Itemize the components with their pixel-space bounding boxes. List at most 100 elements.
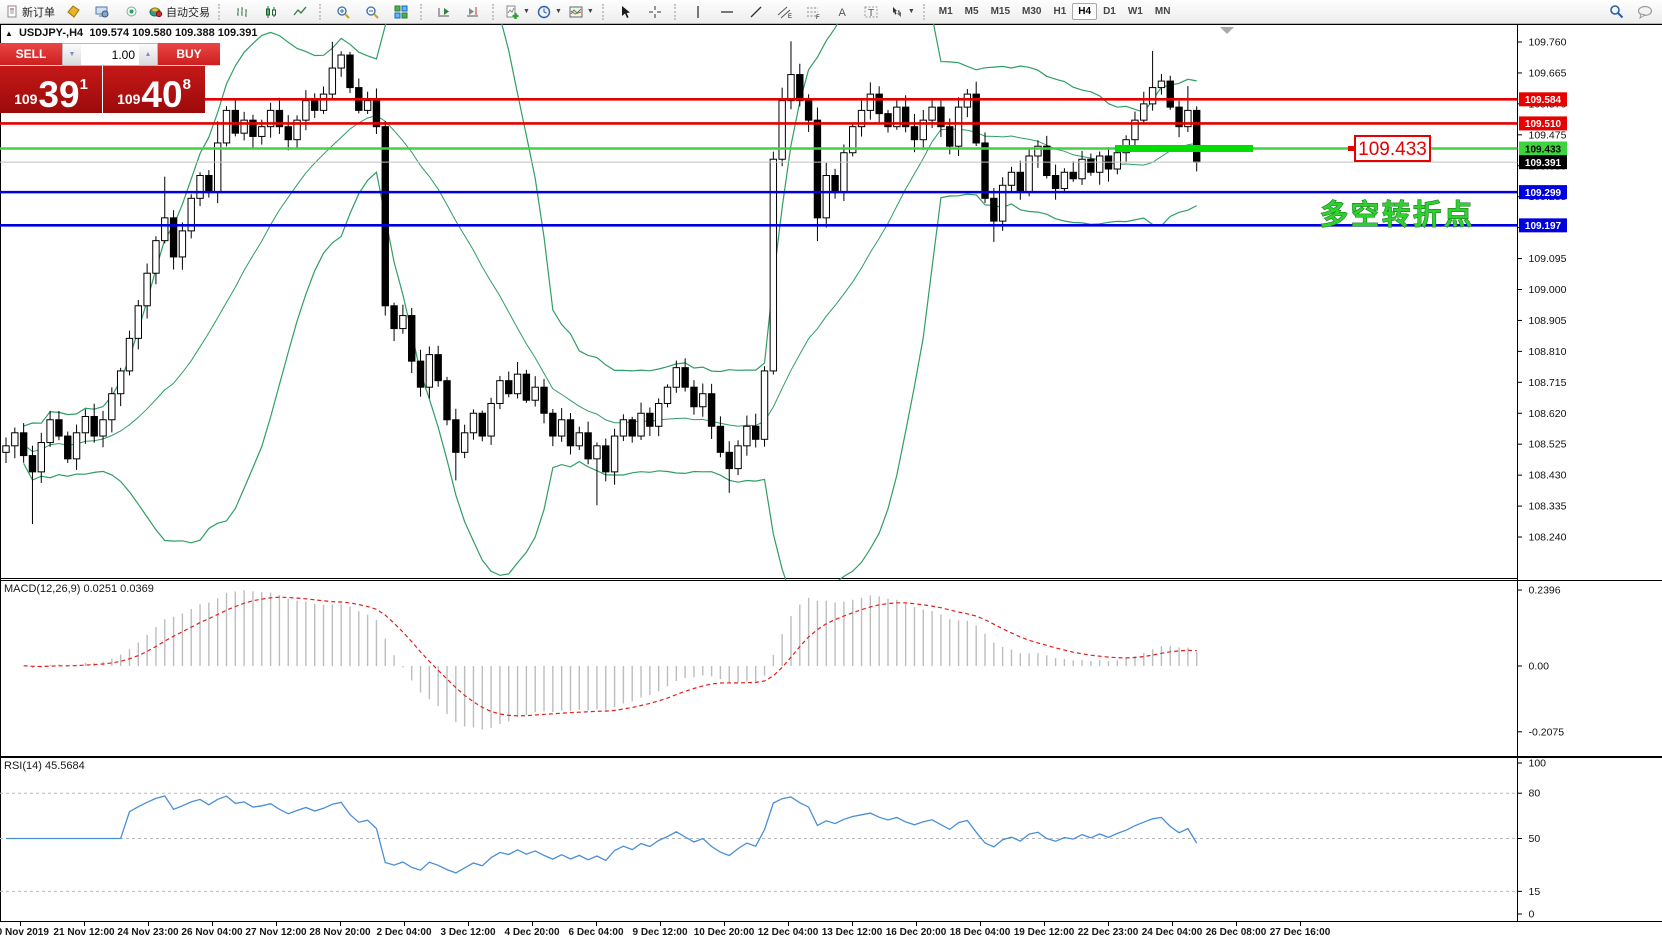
dropdown-caret: ▼ xyxy=(554,8,562,15)
dropdown-caret: ▼ xyxy=(586,8,594,15)
arrows-button[interactable]: ▼ xyxy=(887,2,918,21)
vertical-line-button[interactable] xyxy=(684,2,712,21)
auto-scroll-button[interactable] xyxy=(430,2,458,21)
indicators-button[interactable]: ▼ xyxy=(502,2,533,21)
svg-text:108.620: 108.620 xyxy=(1529,408,1567,420)
svg-text:-0.2075: -0.2075 xyxy=(1529,726,1565,738)
time-label: 19 Dec 12:00 xyxy=(1013,927,1075,938)
timeframe-d1-button[interactable]: D1 xyxy=(1103,6,1116,17)
crosshair-button[interactable] xyxy=(641,2,669,21)
signals-button[interactable] xyxy=(117,2,145,21)
timeframe-m15-button[interactable]: M15 xyxy=(990,6,1011,17)
time-label: 2 Dec 04:00 xyxy=(376,927,432,938)
timeframe-h1-button[interactable]: H1 xyxy=(1053,6,1067,17)
dropdown-caret: ▼ xyxy=(523,8,530,15)
chart-shift-button[interactable] xyxy=(459,2,487,21)
time-tick xyxy=(852,922,853,926)
time-tick xyxy=(404,922,405,926)
arrows-icon xyxy=(892,6,901,17)
bar-chart-button[interactable] xyxy=(228,2,256,21)
search-button[interactable] xyxy=(1602,2,1630,21)
auto-trading-button[interactable]: 自动交易 xyxy=(146,2,213,21)
channel-button[interactable]: E xyxy=(771,2,799,21)
periods-button[interactable]: ▼ xyxy=(534,2,565,21)
time-label: 27 Nov 12:00 xyxy=(245,927,307,938)
volume-input[interactable] xyxy=(81,44,139,65)
dropdown-caret: ▼ xyxy=(907,8,915,15)
new-order-label: 新订单 xyxy=(22,6,55,19)
signal-icon xyxy=(126,6,136,17)
svg-text:109.000: 109.000 xyxy=(1529,284,1567,296)
new-order-icon xyxy=(7,5,17,18)
rsi-panel-canvas[interactable]: 100 80 50 15 0 xyxy=(0,757,1662,921)
text-label-button[interactable]: T xyxy=(858,2,886,21)
time-tick xyxy=(212,922,213,926)
svg-text:0.2396: 0.2396 xyxy=(1529,585,1561,597)
time-tick xyxy=(660,922,661,926)
svg-text:108.810: 108.810 xyxy=(1529,346,1567,358)
time-tick xyxy=(148,922,149,926)
symbol-name: USDJPY-,H4 xyxy=(18,27,84,39)
macd-histogram xyxy=(22,590,1198,730)
horizontal-line-button[interactable] xyxy=(713,2,741,21)
zoom-in-button[interactable] xyxy=(329,2,357,21)
time-label: 24 Dec 04:00 xyxy=(1141,927,1203,938)
svg-text:108.525: 108.525 xyxy=(1529,439,1567,451)
line-chart-icon xyxy=(293,6,307,15)
text-button[interactable]: A xyxy=(829,2,857,21)
timeframe-m1-button[interactable]: M1 xyxy=(938,6,953,17)
volume-up-button[interactable]: ▲ xyxy=(139,44,157,65)
symbol-collapse-icon[interactable]: ▲ xyxy=(5,29,13,38)
zoom-in-icon xyxy=(337,5,350,19)
timeframe-m30-button[interactable]: M30 xyxy=(1022,6,1042,17)
time-tick xyxy=(1300,922,1301,926)
callout-connector xyxy=(1348,145,1355,151)
timeframe-h4-button[interactable]: H4 xyxy=(1072,3,1098,20)
time-tick xyxy=(788,922,789,926)
remote-terminal-icon xyxy=(95,6,109,18)
trendline-button[interactable] xyxy=(742,2,770,21)
text-icon: A xyxy=(839,7,847,19)
time-label: 24 Nov 23:00 xyxy=(117,927,179,938)
macd-signal-line xyxy=(23,596,1197,717)
timeframe-mn-button[interactable]: MN xyxy=(1154,6,1171,17)
new-order-button[interactable]: 新订单 xyxy=(3,2,58,21)
fibonacci-button[interactable]: F xyxy=(800,2,828,21)
horizontal-line-icon xyxy=(720,10,733,13)
cursor-icon xyxy=(622,5,631,18)
zoom-out-button[interactable] xyxy=(358,2,386,21)
time-tick xyxy=(532,922,533,926)
timeframe-m5-button[interactable]: M5 xyxy=(964,6,979,17)
line-chart-button[interactable] xyxy=(286,2,314,21)
candlestick-chart-button[interactable] xyxy=(257,2,285,21)
cursor-button[interactable] xyxy=(612,2,640,21)
chat-button[interactable] xyxy=(1631,2,1659,21)
tile-windows-button[interactable] xyxy=(387,2,415,21)
volume-down-button[interactable]: ▼ xyxy=(63,44,81,65)
macd-panel-canvas[interactable]: 0.2396 0.00 -0.2075 xyxy=(0,580,1662,757)
svg-text:0.00: 0.00 xyxy=(1529,661,1550,673)
toolbar-grip xyxy=(420,3,425,20)
market-button[interactable] xyxy=(59,2,87,21)
rsi-line xyxy=(6,795,1198,874)
timeframe-w1-button[interactable]: W1 xyxy=(1127,6,1143,17)
chart-shift-icon xyxy=(467,6,478,16)
candles-layer xyxy=(2,41,1201,525)
buy-button[interactable]: BUY xyxy=(158,43,220,66)
callout-text: 109.433 xyxy=(1358,139,1427,160)
svg-text:80: 80 xyxy=(1529,788,1541,800)
svg-text:100: 100 xyxy=(1529,758,1547,770)
main-chart-canvas[interactable]: 109.760109.665109.570109.475109.380109.2… xyxy=(0,24,1662,580)
price-axis-tags: 109.584 109.510 109.433 109.299 109.197 109.3… xyxy=(1519,92,1567,233)
indicators-icon xyxy=(506,5,519,19)
sell-button[interactable]: SELL xyxy=(0,43,62,66)
templates-button[interactable]: ▼ xyxy=(566,2,597,21)
time-label: 27 Dec 16:00 xyxy=(1269,927,1331,938)
terminal-button[interactable] xyxy=(88,2,116,21)
toolbar-grip xyxy=(673,3,679,20)
buy-price[interactable]: 109 40 8 xyxy=(103,66,205,113)
svg-text:T: T xyxy=(868,8,874,19)
sell-price[interactable]: 109 39 1 xyxy=(0,66,102,113)
svg-text:109.391: 109.391 xyxy=(1525,158,1562,169)
